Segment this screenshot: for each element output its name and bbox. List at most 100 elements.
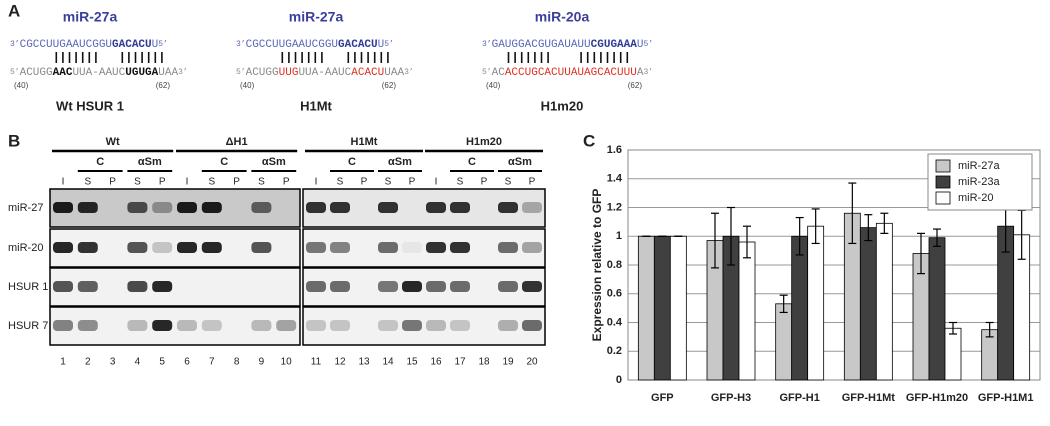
error-bar [917, 232, 925, 275]
lane-number: 8 [234, 357, 240, 368]
condition-label: αSm [508, 156, 532, 168]
lane-label: S [385, 177, 392, 188]
lane-number: 12 [334, 357, 346, 368]
position-label: (62) [628, 81, 643, 90]
condition-label: C [96, 156, 104, 168]
blot-panel [49, 306, 301, 346]
lane-number: 4 [135, 357, 141, 368]
position-label: (40) [14, 81, 29, 90]
row-label: miR-20 [8, 242, 43, 254]
error-bar [779, 294, 788, 314]
band [378, 202, 398, 213]
y-tick-label: 0.2 [607, 345, 622, 357]
bar [669, 235, 687, 381]
sequence-segment: CGCCUUGAAUCGGU [20, 39, 112, 51]
lane-number: 2 [85, 357, 91, 368]
bar [807, 225, 825, 381]
x-tick-label: GFP-H1M1 [978, 392, 1034, 404]
error-bar [711, 212, 719, 269]
band [251, 202, 272, 213]
sequence: 5’ACUGGUUGUUA-AAUCACACUUAA3’ [236, 67, 414, 79]
band [426, 242, 446, 253]
error-bar [864, 214, 873, 242]
band [306, 281, 326, 292]
lane-label: P [283, 177, 290, 188]
duplex-name: Wt HSUR 1 [56, 98, 124, 113]
position-label: (40) [486, 81, 501, 90]
band [77, 242, 98, 253]
panel-label: C [583, 131, 595, 150]
sequence-segment: 5’ [10, 68, 20, 77]
band [450, 202, 470, 213]
y-axis-title: Expression relative to GFP [590, 189, 604, 342]
x-tick-label: GFP-H3 [711, 392, 751, 404]
lane-number: 3 [110, 357, 116, 368]
group-label: H1Mt [351, 136, 378, 148]
sequence-segment: CGCCUUGAAUCGGU [246, 39, 338, 51]
y-tick-label: 1.6 [607, 144, 622, 156]
band [127, 320, 148, 331]
band [77, 320, 98, 331]
error-bar [795, 216, 804, 256]
band [378, 242, 398, 253]
lane-number: 1 [60, 357, 66, 368]
sequence-segment: ACUGG [246, 67, 279, 79]
band [251, 242, 272, 253]
sequence-segment: U [378, 39, 385, 51]
lane-number: 18 [478, 357, 490, 368]
lane-label: P [481, 177, 488, 188]
lane-number: 7 [209, 357, 215, 368]
band [522, 242, 542, 253]
band [201, 242, 222, 253]
lane-number: 17 [454, 357, 466, 368]
sequence-segment: AAC [53, 67, 73, 79]
lane-number: 19 [502, 357, 514, 368]
band [177, 320, 197, 331]
band [77, 281, 98, 292]
row-label: HSUR 7 [8, 320, 48, 332]
row-label: miR-27 [8, 202, 43, 214]
x-tick-label: GFP-H1 [779, 392, 819, 404]
legend-label: miR-27a [958, 160, 1000, 172]
bar [791, 235, 809, 381]
band [77, 202, 98, 213]
condition-label: C [220, 156, 228, 168]
bar [738, 241, 756, 381]
lane-number: 20 [526, 357, 538, 368]
panel-label: B [8, 131, 20, 150]
y-tick-label: 1 [616, 230, 622, 242]
band [251, 320, 272, 331]
sequence: 3’GAUGGACGUGAUAUUCGUGAAAU5’ [482, 39, 653, 51]
band [152, 320, 173, 331]
sequence-segment: 5’ [158, 40, 168, 49]
sequence-segment: 3’ [482, 40, 492, 49]
band [306, 242, 326, 253]
band [177, 242, 197, 253]
sequence: 3’CGCCUUGAAUCGGUGACACUU5’ [236, 39, 394, 51]
sequence: 5’ACUGGAACUUA-AAUCUGUGAUAA3’ [10, 67, 188, 79]
error-bar [880, 212, 889, 234]
duplex-title: miR-20a [535, 9, 590, 25]
sequence-segment: UAA [384, 67, 404, 79]
sequence-segment: UUA-AAUC [72, 67, 125, 79]
band [306, 202, 326, 213]
lane-label: P [361, 177, 368, 188]
condition-label: C [468, 156, 476, 168]
error-bar [727, 206, 735, 266]
band [127, 281, 148, 292]
band [127, 202, 148, 213]
lane-number: 9 [259, 357, 265, 368]
sequence-segment: 3’ [404, 68, 414, 77]
lane-number: 16 [430, 357, 442, 368]
bar [859, 227, 877, 381]
sequence-segment: 5’ [384, 40, 394, 49]
lane-number: 10 [281, 357, 293, 368]
lane-label: S [208, 177, 215, 188]
band [498, 320, 518, 331]
band [522, 320, 542, 331]
band [450, 281, 470, 292]
sequence-segment: 3’ [643, 68, 653, 77]
lane-label: S [258, 177, 265, 188]
sequence-segment: 5’ [482, 68, 492, 77]
lane-number: 13 [358, 357, 370, 368]
